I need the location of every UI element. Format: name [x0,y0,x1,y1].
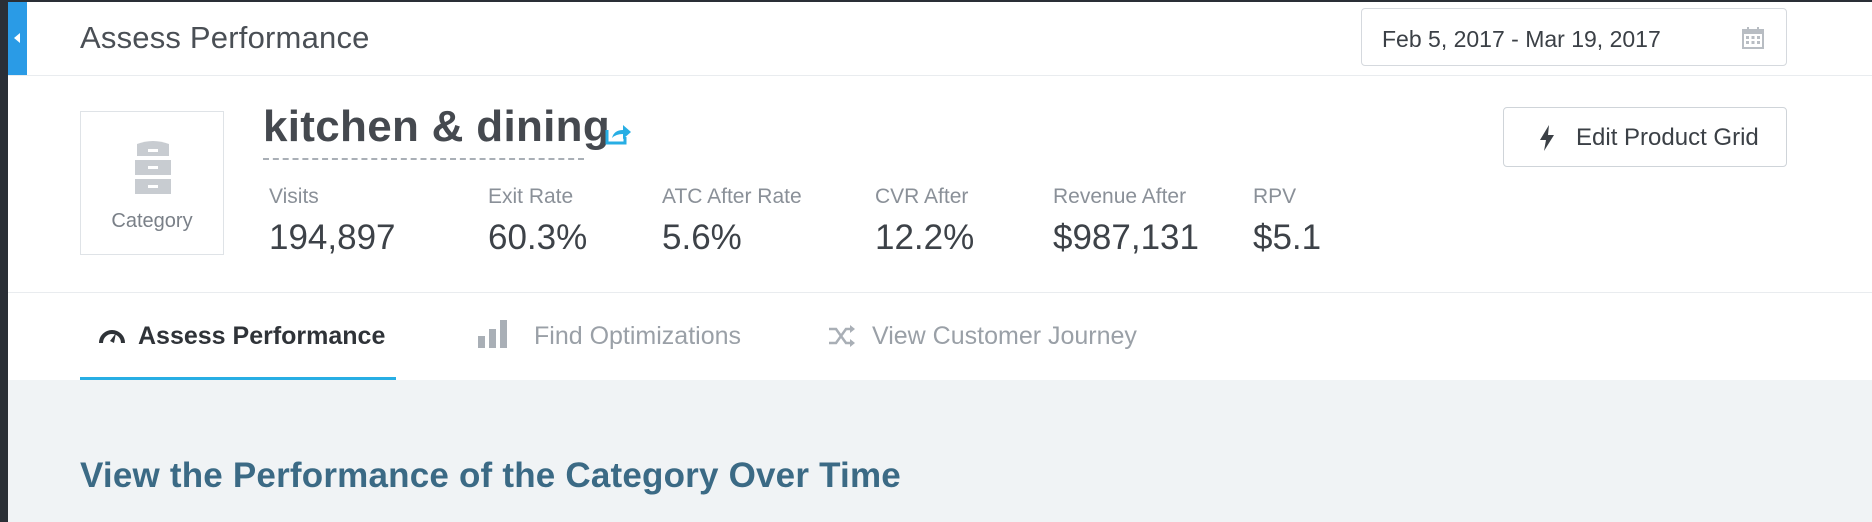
page-title: Assess Performance [80,20,370,55]
metric-label: CVR After [875,185,969,208]
metric-visits: Visits 194,897 [269,185,396,258]
metric-exit-rate: Exit Rate 60.3% [488,185,587,258]
gauge-icon [98,324,126,351]
tab-label: Find Optimizations [534,322,742,350]
edit-product-grid-button[interactable]: Edit Product Grid [1503,107,1787,167]
chevron-left-icon [14,33,20,43]
metric-value: 12.2% [875,218,975,257]
tab-assess-performance[interactable]: Assess Performance [80,293,396,381]
active-tab-indicator [80,377,396,381]
metric-atc-after-rate: ATC After Rate 5.6% [662,185,802,258]
metric-value: 60.3% [488,218,588,257]
section-title: View the Performance of the Category Ove… [80,456,901,495]
tab-label: Assess Performance [138,322,386,350]
bar-chart-icon [478,320,508,353]
tab-bar: Assess Performance Find Optimizations [8,292,1872,381]
metric-label: Visits [269,185,319,208]
metric-cvr-after: CVR After 12.2% [875,185,974,258]
lightning-icon [1538,125,1556,156]
metric-value: 5.6% [662,218,742,257]
tab-find-optimizations[interactable]: Find Optimizations [478,293,758,381]
sidebar-toggle[interactable] [8,2,27,75]
drawer-cabinet-icon [131,140,175,203]
entity-name-underline [263,158,584,160]
share-icon[interactable] [604,122,632,151]
metric-revenue-after: Revenue After $987,131 [1053,185,1199,258]
metric-value: $5.1 [1253,218,1322,257]
date-range-picker[interactable]: Feb 5, 2017 - Mar 19, 2017 [1361,8,1787,66]
metric-label: Revenue After [1053,185,1187,208]
metric-value: $987,131 [1053,218,1199,257]
main-content: View the Performance of the Category Ove… [8,380,1872,522]
metric-label: ATC After Rate [662,185,802,208]
date-range-value: Feb 5, 2017 - Mar 19, 2017 [1382,26,1661,52]
metric-label: Exit Rate [488,185,574,208]
tab-view-customer-journey[interactable]: View Customer Journey [828,293,1168,381]
app-frame: Assess Performance Feb 5, 2017 - Mar 19,… [8,2,1872,522]
page-header: Assess Performance Feb 5, 2017 - Mar 19,… [8,2,1872,76]
metric-value: 194,897 [269,218,396,257]
metric-rpv: RPV $5.1 [1253,185,1321,258]
edit-product-grid-label: Edit Product Grid [1576,124,1759,151]
metric-label: RPV [1253,185,1297,208]
entity-name[interactable]: kitchen & dining [263,102,611,151]
tab-label: View Customer Journey [872,322,1137,350]
category-badge: Category [80,111,224,255]
shuffle-icon [828,324,856,353]
entity-type-label: Category [111,210,193,232]
calendar-icon [1742,27,1764,54]
